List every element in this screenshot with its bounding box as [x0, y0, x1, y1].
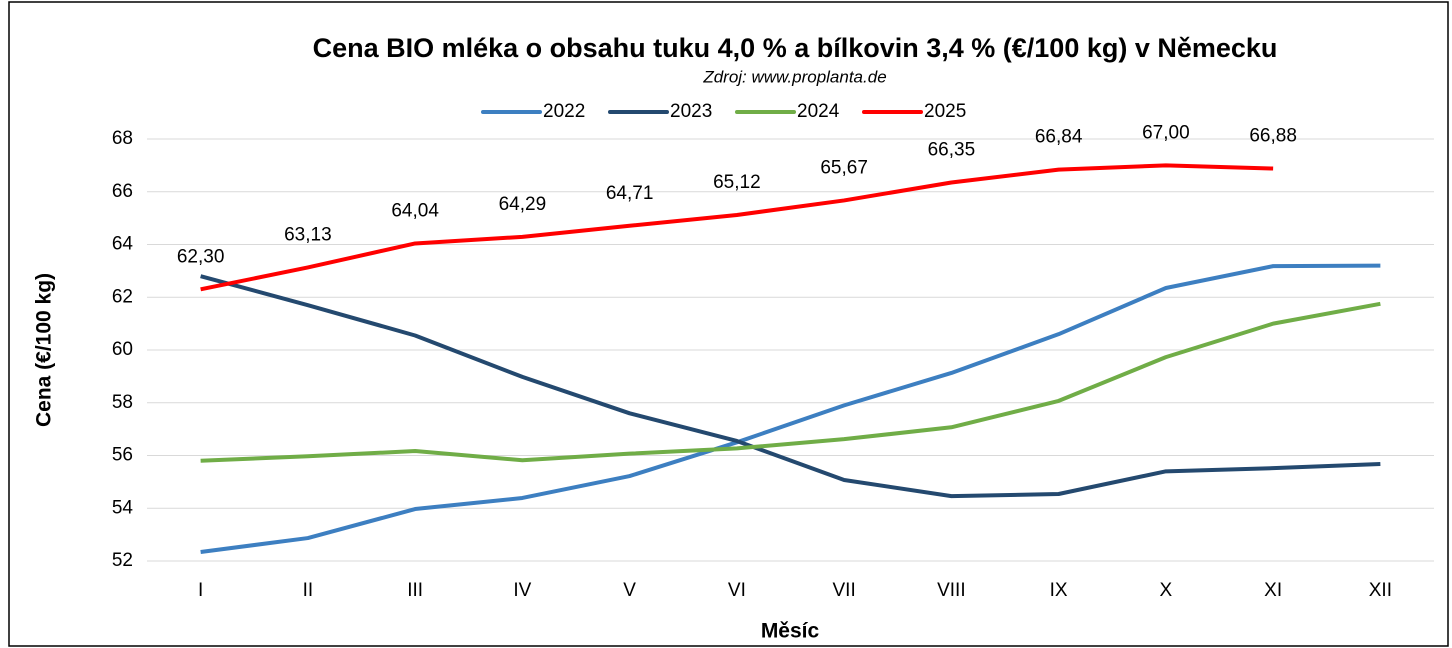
x-tick-label: II [303, 580, 314, 601]
data-label: 65,67 [820, 157, 868, 178]
chart-subtitle: Zdroj: www.proplanta.de [702, 67, 886, 86]
series-line [200, 274, 1381, 499]
data-label: 65,12 [713, 172, 761, 193]
legend-label: 2024 [797, 101, 840, 122]
x-tick-label: VI [728, 580, 746, 601]
y-tick-label: 62 [112, 286, 133, 307]
x-axis-title: Měsíc [761, 620, 820, 643]
y-tick-label: 56 [112, 445, 133, 466]
data-label: 62,30 [177, 246, 225, 267]
x-tick-label: III [407, 580, 423, 601]
y-tick-label: 60 [112, 339, 133, 360]
legend-label: 2023 [670, 101, 712, 122]
x-tick-label: VIII [937, 580, 966, 601]
y-tick-label: 66 [112, 181, 133, 202]
series-line [200, 163, 1274, 292]
x-tick-label: IV [513, 580, 531, 601]
y-tick-label: 64 [112, 234, 134, 255]
x-tick-label: XII [1369, 580, 1392, 601]
x-tick-label: V [623, 580, 636, 601]
x-tick-label: X [1160, 580, 1173, 601]
data-label: 64,29 [499, 194, 547, 215]
legend-label: 2022 [543, 101, 585, 122]
data-label: 66,84 [1035, 127, 1083, 148]
y-tick-label: 52 [112, 550, 133, 571]
data-label: 66,88 [1249, 126, 1297, 147]
x-tick-label: XI [1264, 580, 1282, 601]
legend-label: 2025 [924, 101, 966, 122]
y-tick-label: 58 [112, 392, 133, 413]
chart-title: Cena BIO mléka o obsahu tuku 4,0 % a bíl… [313, 33, 1278, 63]
data-label: 63,13 [284, 224, 332, 245]
x-tick-label: I [198, 580, 203, 601]
series-line [200, 263, 1381, 555]
data-label: 66,35 [928, 140, 976, 161]
y-tick-label: 54 [112, 497, 134, 518]
chart-frame [8, 1, 1449, 647]
data-label: 64,71 [606, 183, 654, 204]
series-line [200, 301, 1381, 463]
x-tick-label: VII [833, 580, 856, 601]
data-label: 67,00 [1142, 122, 1190, 143]
x-tick-label: IX [1050, 580, 1068, 601]
y-tick-label: 68 [112, 128, 133, 149]
y-axis-title: Cena (€/100 kg) [33, 273, 56, 427]
data-label: 64,04 [391, 200, 439, 221]
